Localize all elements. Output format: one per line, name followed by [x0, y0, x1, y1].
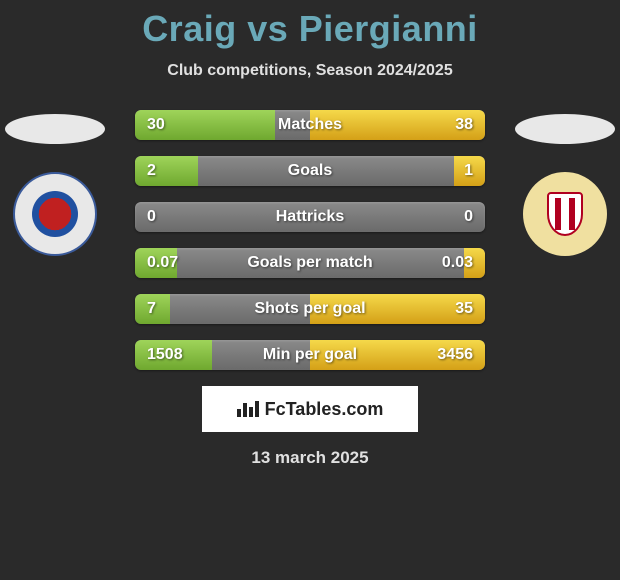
stat-row: 00Hattricks — [135, 202, 485, 232]
stat-label: Goals — [135, 156, 485, 186]
stat-label: Matches — [135, 110, 485, 140]
subtitle: Club competitions, Season 2024/2025 — [0, 62, 620, 80]
attribution-text: FcTables.com — [265, 399, 384, 420]
player-right-slot — [510, 110, 620, 256]
stat-row: 21Goals — [135, 156, 485, 186]
crest-left-icon — [32, 191, 78, 237]
stat-row: 0.070.03Goals per match — [135, 248, 485, 278]
comparison-panel: 3038Matches 21Goals 00Hattricks 0.070.03Goa… — [0, 110, 620, 468]
stat-row: 735Shots per goal — [135, 294, 485, 324]
stat-label: Min per goal — [135, 340, 485, 370]
stat-row: 15083456Min per goal — [135, 340, 485, 370]
player-left-silhouette — [5, 114, 105, 144]
stats-list: 3038Matches 21Goals 00Hattricks 0.070.03Goa… — [135, 110, 485, 370]
attribution-badge: FcTables.com — [202, 386, 418, 432]
bars-icon — [237, 401, 259, 417]
club-crest-left — [13, 172, 97, 256]
date-label: 13 march 2025 — [0, 448, 620, 468]
stat-row: 3038Matches — [135, 110, 485, 140]
club-crest-right — [523, 172, 607, 256]
stat-label: Hattricks — [135, 202, 485, 232]
page-title: Craig vs Piergianni — [0, 0, 620, 50]
player-right-silhouette — [515, 114, 615, 144]
stat-label: Goals per match — [135, 248, 485, 278]
stat-label: Shots per goal — [135, 294, 485, 324]
player-left-slot — [0, 110, 110, 256]
crest-right-icon — [547, 192, 583, 236]
